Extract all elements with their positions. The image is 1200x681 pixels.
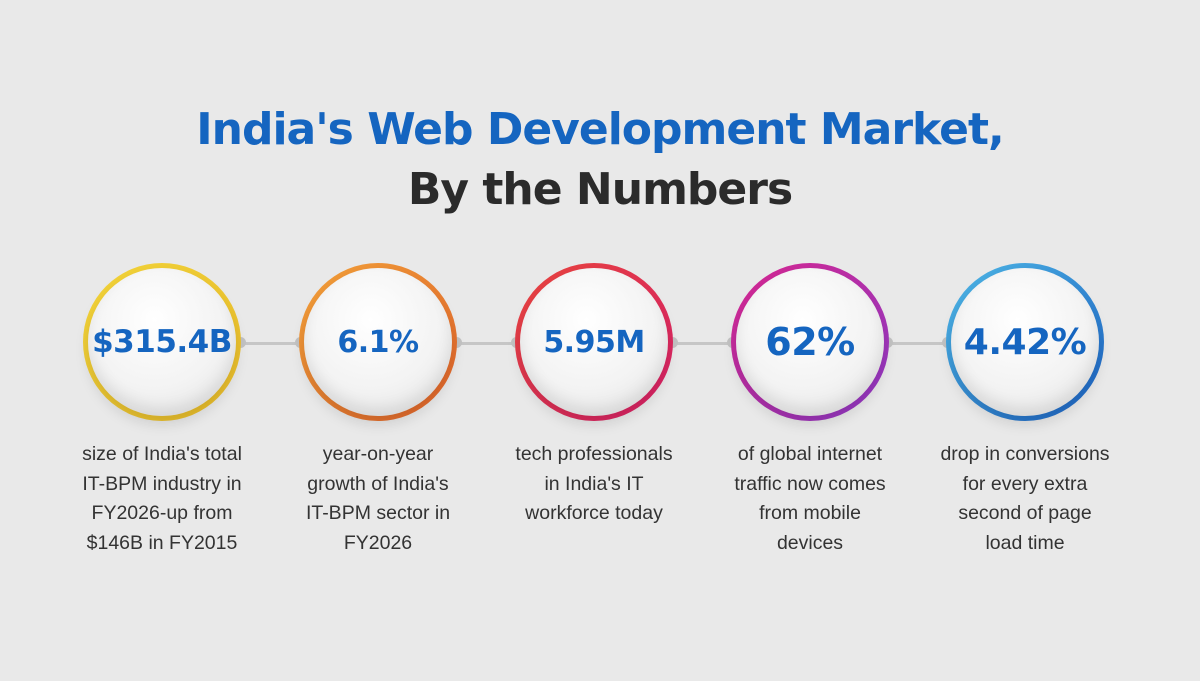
- stat-value-4: 62%: [765, 320, 855, 364]
- stat-value-1: $315.4B: [92, 324, 232, 360]
- stat-circle-1: $315.4B: [83, 263, 241, 421]
- stat-circle-inner: 62%: [736, 268, 884, 416]
- stat-circle-inner: $315.4B: [88, 268, 236, 416]
- page-subtitle: By the Numbers: [407, 164, 793, 215]
- stat-circle-inner: 4.42%: [951, 268, 1099, 416]
- stat-circle-4: 62%: [731, 263, 889, 421]
- page-title: India's Web Development Market,: [196, 104, 1004, 155]
- connector-line-3: [672, 342, 732, 345]
- stat-value-2: 6.1%: [337, 324, 419, 360]
- stat-description-1: size of India's total IT-BPM industry in…: [82, 443, 242, 554]
- stat-circle-2: 6.1%: [299, 263, 457, 421]
- stat-description-4: of global internet traffic now comes fro…: [734, 443, 886, 554]
- stat-description-3: tech professionals in India's IT workfor…: [515, 443, 673, 524]
- stat-value-5: 4.42%: [963, 321, 1087, 363]
- stat-circle-3: 5.95M: [515, 263, 673, 421]
- stat-description-5: drop in conversions for every extra seco…: [940, 443, 1110, 554]
- stat-description-2: year-on-year growth of India's IT-BPM se…: [305, 443, 451, 554]
- connector-line-4: [887, 342, 947, 345]
- connector-line-1: [240, 342, 300, 345]
- connector-line-2: [456, 342, 516, 345]
- stat-circle-inner: 5.95M: [520, 268, 668, 416]
- stat-circle-inner: 6.1%: [304, 268, 452, 416]
- stat-circle-5: 4.42%: [946, 263, 1104, 421]
- stat-value-3: 5.95M: [543, 324, 645, 360]
